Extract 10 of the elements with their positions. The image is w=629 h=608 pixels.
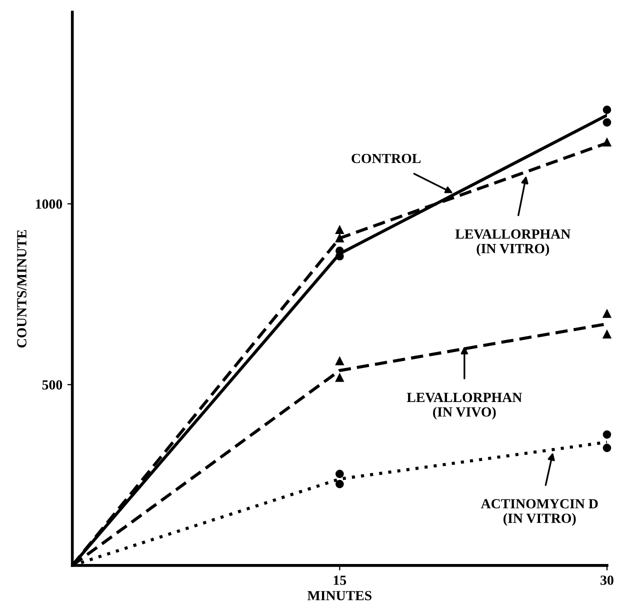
annotation: CONTROL <box>352 154 421 164</box>
annotation: ACTINOMYCIN D (IN VITRO) <box>480 499 598 526</box>
annotation: LEVALLORPHAN (IN VITRO) <box>455 229 570 256</box>
y-tick-label: 500 <box>42 380 62 390</box>
y-axis-title: COUNTS/MINUTE <box>17 230 26 348</box>
x-tick-label: 15 <box>334 576 346 585</box>
x-tick-label: 30 <box>600 576 614 585</box>
annotation: LEVALLORPHAN (IN VIVO) <box>406 392 522 420</box>
x-axis-title: MINUTES <box>307 590 372 600</box>
y-tick-label: 1000 <box>36 199 62 209</box>
